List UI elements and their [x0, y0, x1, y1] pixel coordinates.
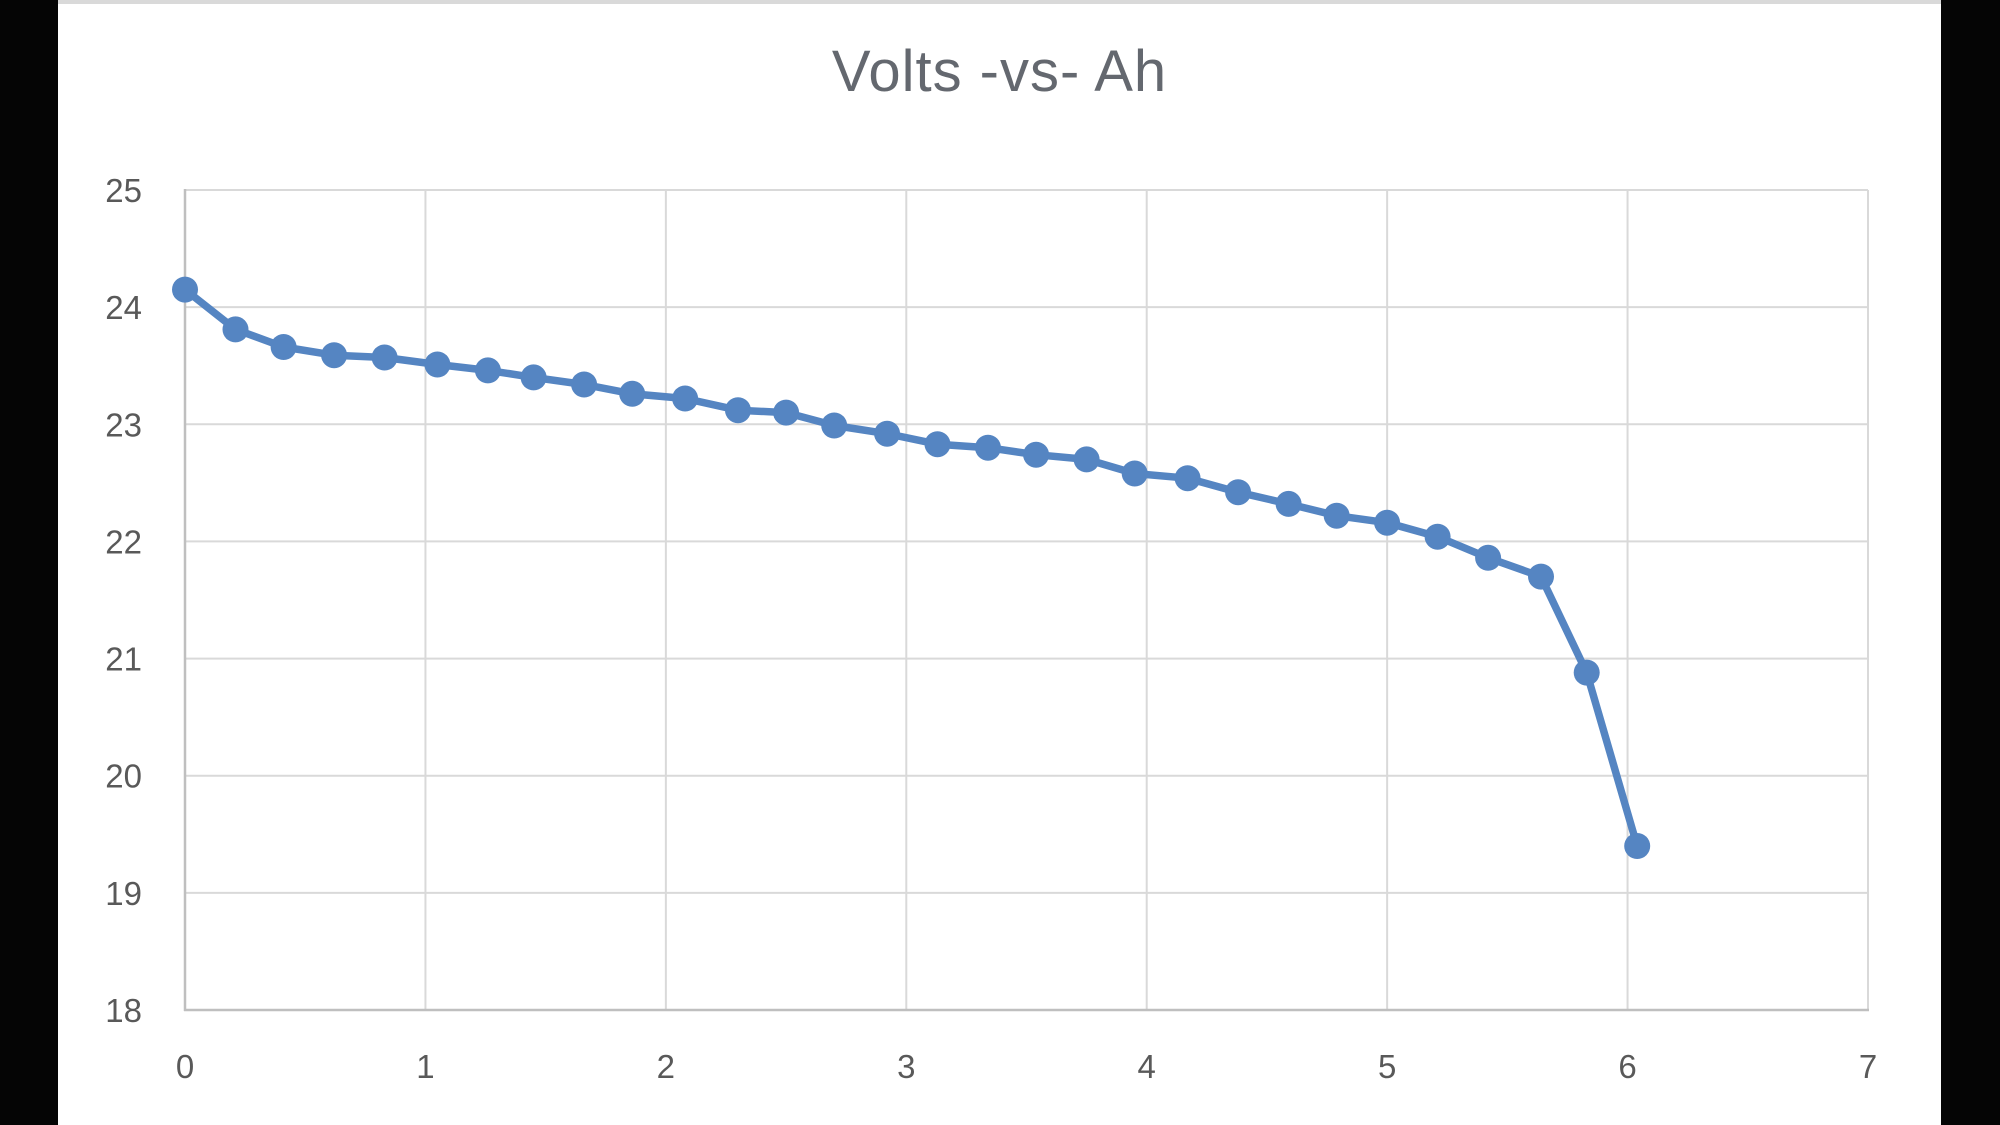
data-series-line — [181, 285, 1641, 850]
data-point-marker — [222, 316, 249, 343]
y-tick-label: 21 — [105, 641, 142, 678]
data-point-marker — [1374, 509, 1401, 536]
data-point-marker — [1073, 446, 1100, 473]
y-tick-label: 23 — [105, 406, 142, 443]
data-point-marker — [821, 412, 848, 439]
chart-title: Volts -vs- Ah — [831, 39, 1168, 104]
y-tick-label: 18 — [105, 992, 142, 1029]
data-point-marker — [1121, 460, 1148, 487]
data-point-marker — [1424, 523, 1451, 550]
x-tick-label: 4 — [1138, 1048, 1156, 1085]
x-tick-label: 3 — [897, 1048, 915, 1085]
x-tick-label: 0 — [176, 1048, 194, 1085]
data-point-marker — [172, 276, 198, 303]
data-point-marker — [321, 342, 348, 369]
data-point-marker — [619, 380, 646, 407]
x-tick-label: 6 — [1618, 1048, 1636, 1085]
x-tick-label: 2 — [657, 1048, 675, 1085]
data-point-marker — [975, 434, 1001, 461]
data-point-marker — [1475, 544, 1502, 571]
y-tick-label: 22 — [105, 523, 142, 560]
data-point-marker — [1573, 659, 1600, 686]
data-point-marker — [1023, 441, 1050, 468]
y-tick-label: 24 — [105, 289, 142, 326]
data-point-marker — [725, 397, 751, 424]
y-tick-label: 20 — [105, 758, 142, 795]
data-point-marker — [924, 431, 951, 458]
data-point-marker — [571, 371, 598, 398]
y-tick-label: 25 — [105, 172, 142, 209]
data-point-marker — [1323, 502, 1350, 529]
x-tick-label: 1 — [416, 1048, 434, 1085]
data-point-marker — [1174, 465, 1201, 492]
data-point-marker — [1275, 490, 1302, 517]
x-tick-label: 5 — [1378, 1048, 1396, 1085]
data-point-marker — [474, 357, 501, 384]
data-point-marker — [270, 334, 297, 360]
data-point-marker — [520, 364, 547, 391]
data-point-marker — [1528, 563, 1554, 590]
data-point-marker — [1225, 479, 1252, 506]
chart-card[interactable]: Volts -vs- Ah 18 19 20 21 22 23 24 25 0 1 2 3 4 5 6 7 — [58, 0, 1941, 1125]
data-point-marker — [1624, 833, 1651, 859]
data-point-marker — [371, 344, 398, 371]
x-tick-label: 7 — [1859, 1048, 1877, 1085]
y-tick-label: 19 — [105, 875, 142, 912]
data-point-marker — [672, 385, 699, 412]
data-point-marker — [773, 399, 800, 426]
data-point-marker — [874, 420, 901, 447]
data-point-marker — [424, 351, 451, 378]
